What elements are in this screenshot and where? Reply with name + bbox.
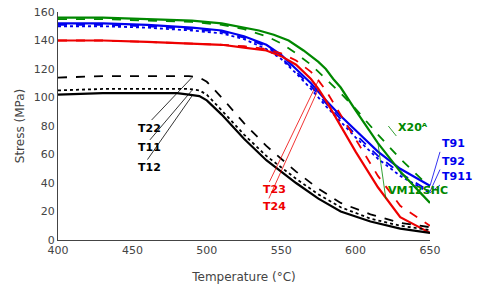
svg-text:120: 120 bbox=[34, 63, 55, 76]
svg-text:500: 500 bbox=[196, 244, 217, 257]
svg-text:Temperature (°C): Temperature (°C) bbox=[191, 270, 296, 284]
svg-text:100: 100 bbox=[34, 91, 55, 104]
svg-text:0: 0 bbox=[48, 234, 55, 247]
svg-text:T91: T91 bbox=[442, 137, 465, 150]
svg-text:140: 140 bbox=[34, 34, 55, 47]
svg-text:VM12SHC: VM12SHC bbox=[388, 184, 448, 197]
svg-text:T24: T24 bbox=[263, 200, 286, 213]
svg-text:650: 650 bbox=[420, 244, 441, 257]
svg-text:T23: T23 bbox=[263, 183, 286, 196]
svg-text:20: 20 bbox=[41, 205, 55, 218]
svg-text:T11: T11 bbox=[138, 141, 161, 154]
svg-text:160: 160 bbox=[34, 6, 55, 19]
svg-text:450: 450 bbox=[122, 244, 143, 257]
svg-text:T22: T22 bbox=[138, 122, 161, 135]
svg-text:T911: T911 bbox=[442, 170, 472, 183]
svg-text:400: 400 bbox=[48, 244, 69, 257]
svg-text:600: 600 bbox=[345, 244, 366, 257]
svg-text:T92: T92 bbox=[442, 155, 465, 168]
svg-text:80: 80 bbox=[41, 120, 55, 133]
svg-text:T12: T12 bbox=[138, 161, 161, 174]
svg-text:60: 60 bbox=[41, 148, 55, 161]
svg-text:X20ᴬ: X20ᴬ bbox=[398, 121, 428, 134]
svg-text:550: 550 bbox=[271, 244, 292, 257]
svg-text:Stress (MPa): Stress (MPa) bbox=[13, 89, 27, 163]
svg-text:40: 40 bbox=[41, 177, 55, 190]
